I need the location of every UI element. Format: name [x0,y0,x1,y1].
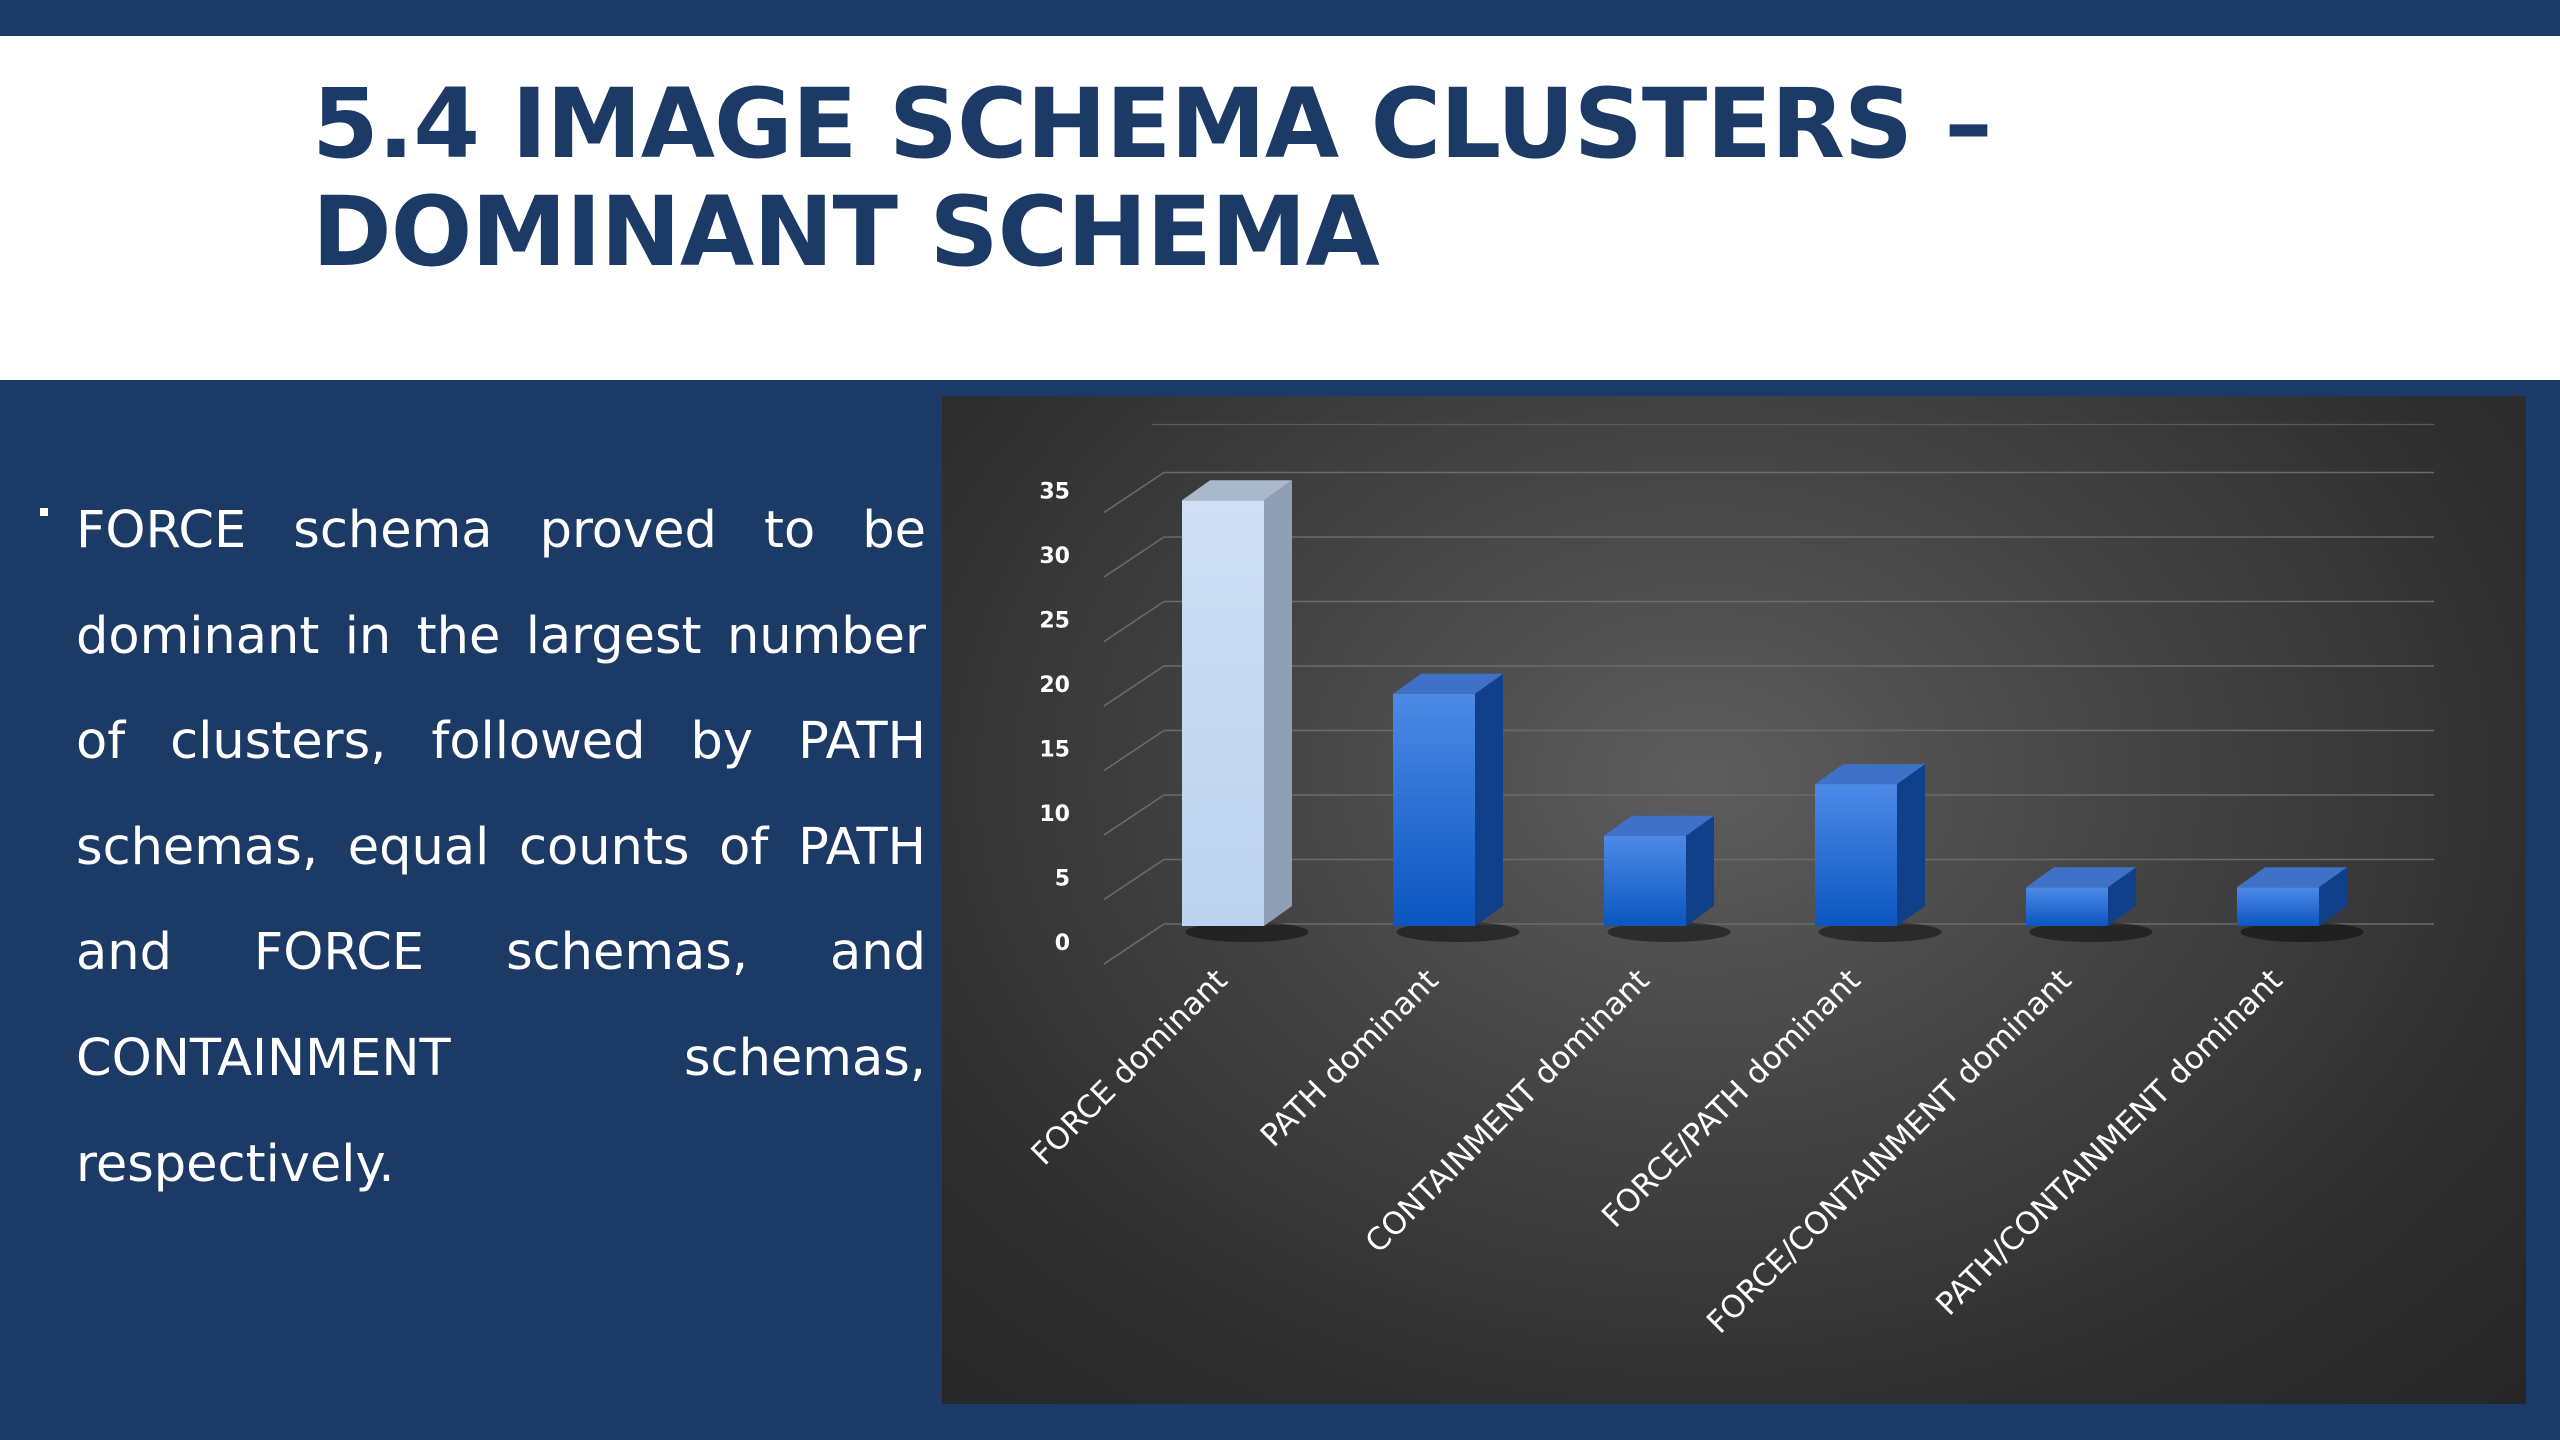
gridline-side [1103,665,1165,707]
bar-chart: 0 5 10 15 20 25 30 35 FORCE dominant PATH domina… [1024,423,2434,1341]
bar-front-face [1393,693,1475,926]
title-divider [0,380,2560,386]
title-band [0,36,2560,382]
bullet-text: FORCE schema proved to be dominant in th… [76,501,926,1194]
gridline-side [1103,536,1165,578]
bar [1815,764,1942,942]
bullet-marker-icon [40,508,48,516]
gridline-side [1103,600,1165,643]
y-tick-label: 10 [1039,802,1070,827]
bar-front-face [1604,835,1686,926]
x-category-label: FORCE dominant [1024,962,1234,1172]
gridline-side [1103,794,1165,836]
bar-front-face [1182,500,1264,926]
y-tick-label: 35 [1039,480,1070,505]
y-tick-label: 30 [1039,544,1070,569]
bar [2026,867,2153,942]
bar-front-face [1815,784,1897,926]
gridline-side [1103,471,1165,514]
bar-top-face [2237,867,2347,888]
chart-bars [1182,480,2364,942]
y-tick-label: 15 [1039,738,1070,763]
bar-top-face [1393,673,1503,694]
bar-side-face [1475,673,1503,926]
gridline-side [1103,923,1165,965]
bar-side-face [1897,764,1925,926]
gridline-side [1103,858,1165,901]
bar-shadow [2029,922,2153,942]
bar-side-face [2319,867,2347,926]
x-category-label: FORCE/CONTAINMENT dominant [1700,962,2079,1341]
bar [1182,480,1309,942]
y-tick-label: 0 [1055,931,1070,956]
bar-front-face [2237,887,2319,926]
bar-shadow [1607,922,1731,942]
bar-top-face [1604,815,1714,836]
y-tick-label: 5 [1055,867,1070,892]
bar-shadow [2240,922,2364,942]
chart-gridlines [1103,423,2434,965]
bar-side-face [1264,480,1292,926]
bar-top-face [2026,867,2136,888]
y-tick-label: 20 [1039,673,1070,698]
gridline-side [1103,729,1165,772]
x-category-label: PATH dominant [1254,962,1446,1154]
bar [2237,867,2364,942]
y-tick-label: 25 [1039,609,1070,634]
y-axis-ticks: 0 5 10 15 20 25 30 35 [1039,480,1070,957]
x-category-label: PATH/CONTAINMENT dominant [1929,962,2289,1322]
chart-panel: 0 5 10 15 20 25 30 35 FORCE dominant PATH domina… [942,396,2526,1404]
bar-top-face [1815,764,1925,785]
bar-side-face [1686,815,1714,926]
bar-shadow [1185,922,1309,942]
bar-shadow [1818,922,1942,942]
bar [1393,673,1520,942]
slide-title: 5.4 IMAGE SCHEMA CLUSTERS – DOMINANT SCH… [312,68,1992,288]
top-strip [0,0,2560,36]
bar-top-face [1182,480,1292,501]
bar-side-face [2108,867,2136,926]
bar-front-face [2026,887,2108,926]
bar-shadow [1396,922,1520,942]
bar [1604,815,1731,942]
